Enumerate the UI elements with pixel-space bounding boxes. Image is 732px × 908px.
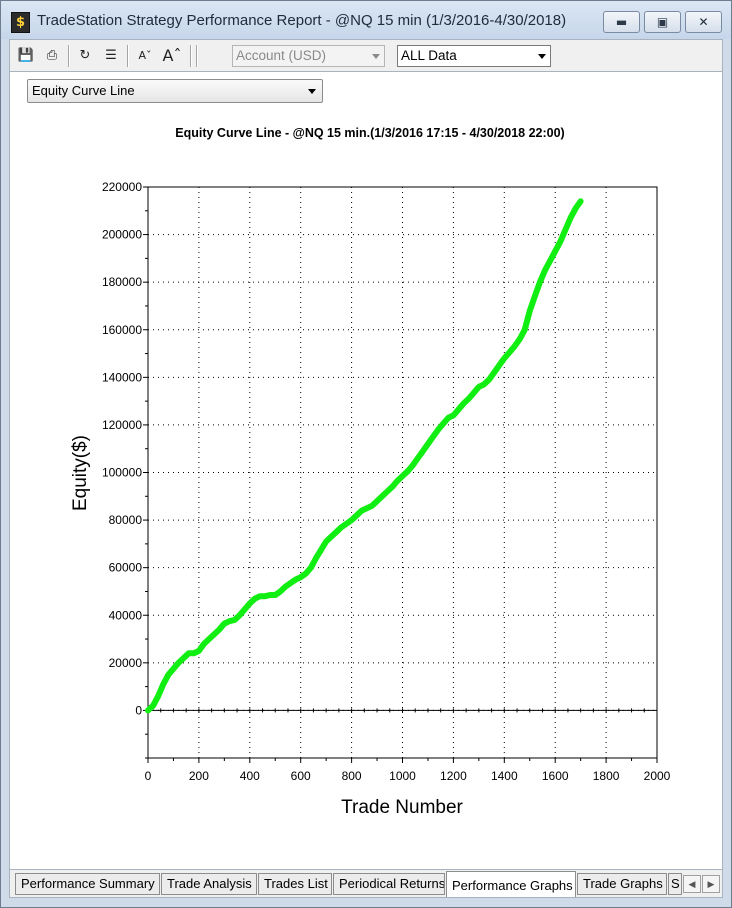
account-select[interactable]: Account (USD): [232, 45, 385, 67]
y-tick-label: 120000: [102, 418, 142, 432]
toolbar-separator: [196, 45, 198, 67]
data-range-select-value: ALL Data: [401, 48, 457, 63]
tab-performance-summary[interactable]: Performance Summary: [15, 873, 160, 895]
tab-periodical-returns[interactable]: Periodical Returns: [333, 873, 445, 895]
y-tick-label: 40000: [109, 608, 143, 622]
y-tick-label: 100000: [102, 466, 142, 480]
chart-title: Equity Curve Line - @NQ 15 min.(1/3/2016…: [175, 126, 564, 140]
minimize-button[interactable]: ▬: [603, 11, 640, 33]
window-title: TradeStation Strategy Performance Report…: [37, 12, 567, 29]
chevron-down-icon: [538, 54, 546, 59]
tab-performance-graphs[interactable]: Performance Graphs: [446, 871, 576, 897]
data-range-select[interactable]: ALL Data: [397, 45, 551, 67]
graph-type-select-value: Equity Curve Line: [32, 83, 135, 98]
tradestation-app-icon[interactable]: $: [11, 12, 30, 33]
maximize-button[interactable]: ▣: [644, 11, 681, 33]
y-tick-label: 20000: [109, 656, 143, 670]
x-axis-label: Trade Number: [341, 797, 463, 818]
toolbar-separator: [127, 45, 129, 67]
refresh-icon[interactable]: ↻: [79, 48, 91, 63]
x-tick-label: 200: [189, 769, 209, 783]
toolbar-separator: [68, 45, 70, 67]
grid-lines: [148, 187, 657, 758]
x-tick-label: 1800: [593, 769, 620, 783]
graph-panel: Equity Curve Line Equity Curve Line - @N…: [9, 72, 723, 869]
equity-curve-chart: Equity Curve Line - @NQ 15 min.(1/3/2016…: [70, 126, 671, 818]
y-tick-label: 220000: [102, 180, 142, 194]
print-icon[interactable]: ⎙: [46, 48, 58, 63]
chevron-down-icon: [308, 89, 316, 94]
tab-overflow[interactable]: S: [668, 873, 682, 895]
y-tick-label: 60000: [109, 561, 143, 575]
y-tick-label: 180000: [102, 275, 142, 289]
tab-scroll-left-icon[interactable]: ◀: [683, 875, 701, 893]
graph-type-select[interactable]: Equity Curve Line: [27, 79, 323, 103]
y-tick-label: 0: [135, 703, 142, 717]
close-button[interactable]: ✕: [685, 11, 722, 33]
save-icon[interactable]: 💾: [17, 48, 35, 63]
tab-scroll-right-icon[interactable]: ▶: [702, 875, 720, 893]
font-larger-icon[interactable]: Aˆ: [162, 46, 182, 65]
chevron-down-icon: [372, 54, 380, 59]
equity-line: [145, 198, 584, 714]
y-tick-label: 80000: [109, 513, 143, 527]
y-tick-label: 160000: [102, 323, 142, 337]
x-tick-label: 600: [291, 769, 311, 783]
y-axis-label: Equity($): [70, 435, 91, 511]
tab-trades-list[interactable]: Trades List: [258, 873, 332, 895]
account-select-value: Account (USD): [236, 48, 327, 63]
tab-trade-graphs[interactable]: Trade Graphs: [577, 873, 667, 895]
x-tick-label: 1200: [440, 769, 467, 783]
axes: 0 200 400 600 800 1000 1200 1400 1600 1800 2000020…: [102, 180, 671, 783]
y-tick-label: 200000: [102, 228, 142, 242]
x-tick-label: 1000: [389, 769, 416, 783]
x-tick-label: 1600: [542, 769, 569, 783]
x-tick-label: 800: [342, 769, 362, 783]
x-tick-label: 400: [240, 769, 260, 783]
x-tick-label: 0: [145, 769, 152, 783]
toolbar-separator: [190, 45, 192, 67]
x-tick-label: 2000: [644, 769, 671, 783]
title-bar[interactable]: $ TradeStation Strategy Performance Repo…: [1, 1, 731, 39]
font-smaller-icon[interactable]: Aˇ: [138, 49, 152, 62]
toolbar: 💾 ⎙ ↻ ☰ Aˇ Aˆ Account (USD) ALL Data: [9, 39, 723, 72]
properties-icon[interactable]: ☰: [105, 48, 117, 63]
y-tick-label: 140000: [102, 370, 142, 384]
x-tick-label: 1400: [491, 769, 518, 783]
equity-series: [145, 198, 584, 714]
report-tabs: Performance Summary Trade Analysis Trade…: [9, 869, 723, 898]
tab-trade-analysis[interactable]: Trade Analysis: [161, 873, 257, 895]
